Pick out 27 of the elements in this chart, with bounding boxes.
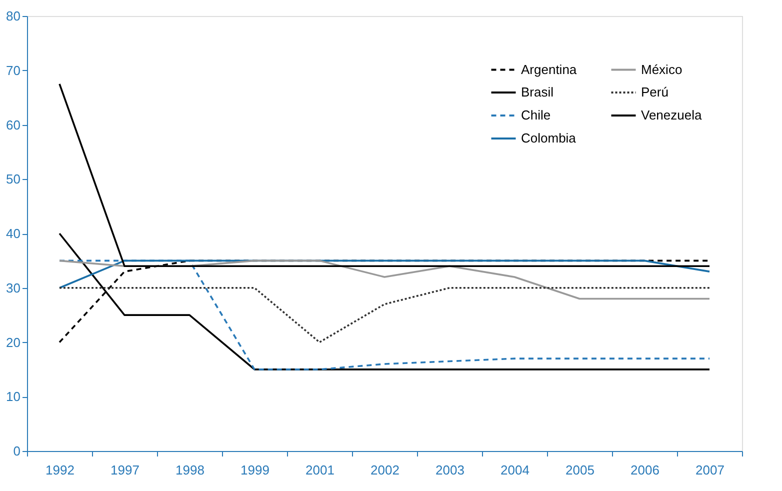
y-tick-label: 60: [6, 117, 20, 132]
x-tick-label: 2007: [696, 462, 724, 478]
x-tick-label: 1998: [176, 462, 204, 478]
x-tick-label: 2003: [436, 462, 464, 478]
x-tick-label: 1997: [110, 462, 140, 478]
x-tick-label: 1992: [46, 462, 74, 478]
x-tick-label: 2004: [500, 462, 530, 478]
legend-label: Perú: [641, 84, 668, 100]
y-tick-label: 70: [6, 62, 20, 78]
legend-label: Brasil: [521, 84, 554, 100]
legend-label: Venezuela: [641, 108, 702, 122]
y-tick-label: 30: [6, 280, 20, 296]
x-tick-label: 2006: [630, 462, 660, 478]
y-tick-label: 20: [6, 334, 20, 350]
legend-label: Colombia: [521, 130, 577, 146]
legend-label: México: [641, 62, 682, 77]
y-tick-label: 50: [6, 172, 20, 187]
x-tick-label: 2002: [370, 462, 400, 478]
legend-label: Argentina: [521, 62, 578, 77]
y-tick-label: 0: [13, 444, 20, 458]
y-tick-label: 80: [6, 8, 20, 24]
y-tick-label: 40: [6, 226, 20, 241]
y-tick-label: 10: [6, 389, 20, 404]
x-tick-label: 1999: [240, 462, 270, 478]
x-tick-label: 2005: [566, 462, 594, 478]
x-tick-label: 2001: [306, 462, 334, 478]
legend-label: Chile: [521, 108, 551, 122]
